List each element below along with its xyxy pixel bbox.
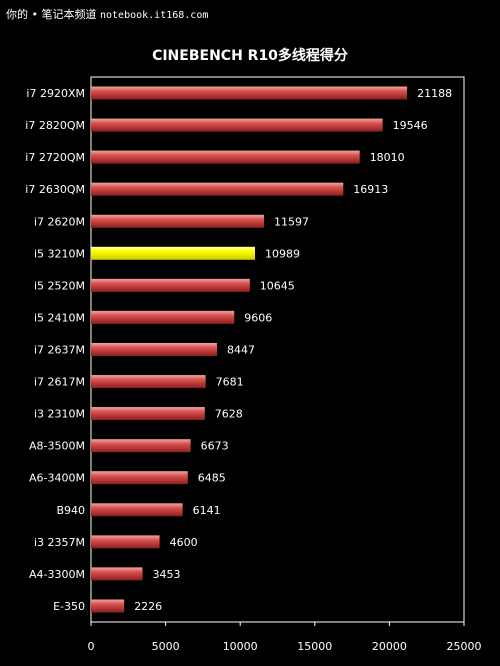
category-label: A4-3300M — [29, 568, 85, 581]
bar-i7-2820qm — [91, 118, 383, 132]
bar-i7-2630qm — [91, 182, 344, 196]
bar-i3-2310m — [91, 407, 205, 421]
data-label: 4600 — [170, 536, 198, 549]
bar-i7-2617m — [91, 375, 206, 389]
x-tick-label: 0 — [88, 640, 95, 653]
bar-i5-3210m — [91, 246, 255, 260]
watermark-brand: 你的 • 笔记本频道 — [6, 8, 97, 21]
category-label: i5 2410M — [34, 311, 85, 324]
data-label: 2226 — [134, 600, 162, 613]
category-label: B940 — [56, 504, 85, 517]
category-label: A6-3400M — [29, 472, 85, 485]
watermark: 你的 • 笔记本频道 notebook.it168.com — [6, 6, 208, 22]
x-tick-label: 25000 — [447, 640, 482, 653]
category-label: E-350 — [53, 600, 85, 613]
category-label: i7 2720QM — [25, 151, 85, 164]
data-label: 9606 — [244, 311, 272, 324]
category-label: i7 2637M — [34, 344, 85, 357]
data-label: 8447 — [227, 344, 255, 357]
bar-i7-2920xm — [91, 86, 408, 100]
x-tick-label: 5000 — [152, 640, 180, 653]
category-label: A8-3500M — [29, 440, 85, 453]
chart-title: CINEBENCH R10多线程得分 — [152, 47, 348, 64]
category-label: i7 2630QM — [25, 183, 85, 196]
x-tick-label: 10000 — [223, 640, 258, 653]
category-label: i3 2357M — [34, 536, 85, 549]
category-label: i3 2310M — [34, 408, 85, 421]
bar-a6-3400m — [91, 471, 188, 485]
data-label: 7628 — [215, 408, 243, 421]
data-label: 18010 — [370, 151, 405, 164]
bar-i5-2410m — [91, 310, 235, 324]
bar-i7-2637m — [91, 343, 217, 356]
bar-i7-2720qm — [91, 150, 360, 164]
data-label: 7681 — [216, 376, 244, 389]
bar-a8-3500m — [91, 439, 191, 453]
category-label: i7 2920XM — [26, 87, 85, 100]
data-label: 3453 — [153, 568, 181, 581]
data-label: 16913 — [353, 183, 388, 196]
category-label: i5 2520M — [34, 279, 85, 292]
data-label: 21188 — [417, 87, 452, 100]
category-label: i5 3210M — [34, 247, 85, 260]
data-label: 6485 — [198, 472, 226, 485]
data-label: 6673 — [201, 440, 229, 453]
bar-i7-2620m — [91, 214, 264, 228]
bar-b940 — [91, 503, 183, 517]
data-label: 10989 — [265, 247, 300, 260]
bar-i5-2520m — [91, 278, 250, 292]
data-label: 6141 — [193, 504, 221, 517]
bar-a4-3300m — [91, 567, 143, 581]
category-label: i7 2620M — [34, 215, 85, 228]
x-tick-label: 20000 — [372, 640, 407, 653]
category-label: i7 2617M — [34, 376, 85, 389]
x-tick-label: 15000 — [297, 640, 332, 653]
category-label: i7 2820QM — [25, 119, 85, 132]
watermark-url: notebook.it168.com — [99, 10, 209, 21]
data-label: 19546 — [393, 119, 428, 132]
bar-i3-2357m — [91, 535, 160, 549]
bar-e-350 — [91, 599, 125, 613]
data-label: 11597 — [274, 215, 309, 228]
data-label: 10645 — [260, 279, 295, 292]
